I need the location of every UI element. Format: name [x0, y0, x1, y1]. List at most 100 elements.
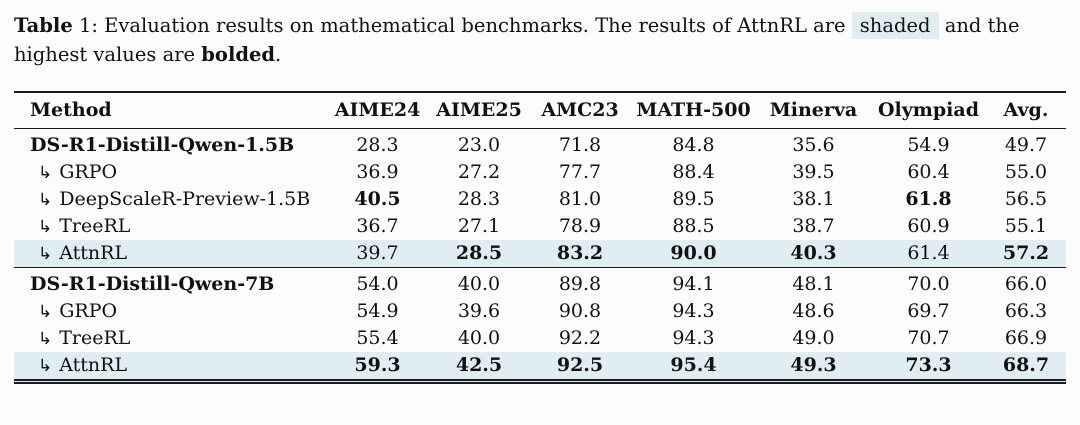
value-cell: 70.0: [871, 266, 986, 298]
method-name: GRPO: [59, 300, 118, 323]
method-cell: DS-R1-Distill-Qwen-1.5B: [14, 128, 326, 158]
method-name: AttnRL: [59, 242, 128, 265]
value-cell: 59.3: [354, 354, 401, 377]
indent-arrow-icon: ↳: [38, 356, 53, 377]
value-cell: 68.7: [1002, 354, 1050, 377]
value-cell: 95.4: [670, 354, 717, 377]
value-cell: 66.3: [1004, 300, 1048, 323]
value-cell: 60.4: [907, 160, 950, 183]
value-cell: 36.9: [356, 160, 399, 183]
method-name: GRPO: [59, 160, 118, 183]
caption-label: Table: [14, 14, 73, 37]
method-name: TreeRL: [59, 327, 131, 350]
indent-arrow-icon: ↳: [38, 162, 53, 183]
value-cell: 70.7: [907, 327, 950, 350]
value-cell: 35.6: [792, 133, 835, 156]
value-cell: 39.7: [356, 242, 399, 265]
method-name: DS-R1-Distill-Qwen-1.5B: [30, 133, 295, 156]
value-cell: 56.5: [1004, 187, 1048, 210]
results-table: Method AIME24 AIME25 AMC23 MATH-500 Minerva Ol…: [14, 90, 1066, 384]
value-cell: 94.3: [672, 327, 715, 350]
value-cell: 39.6: [457, 300, 501, 323]
value-cell: 54.9: [356, 300, 399, 323]
value-cell: 81.0: [558, 187, 602, 210]
value-cell: 92.2: [558, 327, 602, 350]
value-cell: 28.3: [457, 187, 501, 210]
indent-arrow-icon: ↳: [38, 302, 53, 323]
value-cell: 89.8: [529, 266, 631, 298]
value-cell: 83.2: [556, 242, 604, 265]
column-header-olympiad: Olympiad: [871, 91, 986, 129]
value-cell: 55.4: [356, 327, 399, 350]
column-header-aime25: AIME25: [429, 91, 529, 129]
value-cell: 73.3: [905, 354, 952, 377]
value-cell: 54.0: [326, 266, 429, 298]
method-cell: ↳ TreeRL: [14, 325, 326, 352]
value-cell: 57.2: [1002, 242, 1050, 265]
value-cell: 23.0: [457, 133, 501, 156]
table-row: ↳ GRPO 54.9 39.6 90.8 94.3 48.6 69.7 66.3: [14, 297, 1066, 324]
column-header-math-500: MATH-500: [631, 91, 756, 129]
table-caption: Table 1: Evaluation results on mathemati…: [14, 11, 1066, 70]
method-cell: ↳ GRPO: [14, 297, 326, 324]
value-cell: 38.1: [792, 187, 835, 210]
caption-text-1: Evaluation results on mathematical bench…: [104, 14, 846, 37]
table-row: ↳ GRPO 36.9 27.2 77.7 88.4 39.5 60.4 55.0: [14, 158, 1066, 185]
indent-arrow-icon: ↳: [38, 217, 53, 238]
caption-period: .: [275, 43, 282, 67]
table-row: ↳ AttnRL 39.7 28.5 83.2 90.0 40.3 61.4 57.2: [14, 239, 1066, 268]
method-cell: ↳ TreeRL: [14, 212, 326, 239]
value-cell: 94.1: [631, 266, 756, 298]
method-cell: ↳ DeepScaleR-Preview-1.5B: [14, 185, 326, 212]
value-cell: 61.8: [905, 187, 952, 210]
value-cell: 40.0: [429, 266, 529, 298]
value-cell: 40.0: [457, 327, 501, 350]
indent-arrow-icon: ↳: [38, 329, 53, 350]
value-cell: 27.2: [457, 160, 501, 183]
value-cell: 49.0: [792, 327, 835, 350]
value-cell: 49.7: [1004, 133, 1048, 156]
value-cell: 84.8: [672, 133, 715, 156]
caption-bolded-word: bolded: [201, 43, 276, 67]
method-name: AttnRL: [59, 354, 128, 377]
value-cell: 27.1: [457, 215, 501, 238]
caption-shaded-word: shaded: [851, 12, 939, 39]
table-row: DS-R1-Distill-Qwen-7B 54.0 40.0 89.8 94.1 48.…: [14, 266, 1066, 298]
table-row: ↳ TreeRL 55.4 40.0 92.2 94.3 49.0 70.7 66.9: [14, 325, 1066, 352]
method-name: DS-R1-Distill-Qwen-7B: [30, 272, 275, 295]
method-cell: ↳ AttnRL: [14, 352, 326, 382]
method-cell: ↳ GRPO: [14, 158, 326, 185]
caption-number: 1:: [78, 14, 98, 37]
indent-arrow-icon: ↳: [38, 244, 53, 265]
value-cell: 39.5: [792, 160, 835, 183]
value-cell: 40.5: [354, 187, 401, 210]
value-cell: 28.5: [455, 242, 503, 265]
header-row: Method AIME24 AIME25 AMC23 MATH-500 Minerva Ol…: [14, 91, 1066, 129]
indent-arrow-icon: ↳: [38, 189, 53, 210]
table-row: ↳ AttnRL 59.3 42.5 92.5 95.4 49.3 73.3 68.7: [14, 351, 1066, 382]
table-row: ↳ TreeRL 36.7 27.1 78.9 88.5 38.7 60.9 55.1: [14, 212, 1066, 239]
value-cell: 40.3: [790, 242, 837, 265]
table-row: ↳ DeepScaleR-Preview-1.5B 40.5 28.3 81.0 89.5…: [14, 185, 1066, 212]
method-name: TreeRL: [59, 215, 131, 238]
method-name: DeepScaleR-Preview-1.5B: [59, 187, 311, 210]
value-cell: 66.9: [1004, 327, 1048, 350]
column-header-minerva: Minerva: [756, 91, 871, 129]
value-cell: 78.9: [558, 215, 602, 238]
value-cell: 60.9: [907, 215, 950, 238]
value-cell: 36.7: [356, 215, 399, 238]
column-header-amc23: AMC23: [529, 91, 631, 129]
value-cell: 54.9: [907, 133, 950, 156]
value-cell: 38.7: [792, 215, 835, 238]
value-cell: 42.5: [455, 354, 503, 377]
value-cell: 28.3: [356, 133, 399, 156]
value-cell: 48.6: [792, 300, 835, 323]
value-cell: 88.5: [672, 215, 715, 238]
value-cell: 94.3: [672, 300, 715, 323]
value-cell: 90.0: [670, 242, 717, 265]
value-cell: 90.8: [558, 300, 602, 323]
column-header-method: Method: [14, 91, 326, 129]
column-header-aime24: AIME24: [326, 91, 429, 129]
method-cell: DS-R1-Distill-Qwen-7B: [14, 266, 326, 298]
